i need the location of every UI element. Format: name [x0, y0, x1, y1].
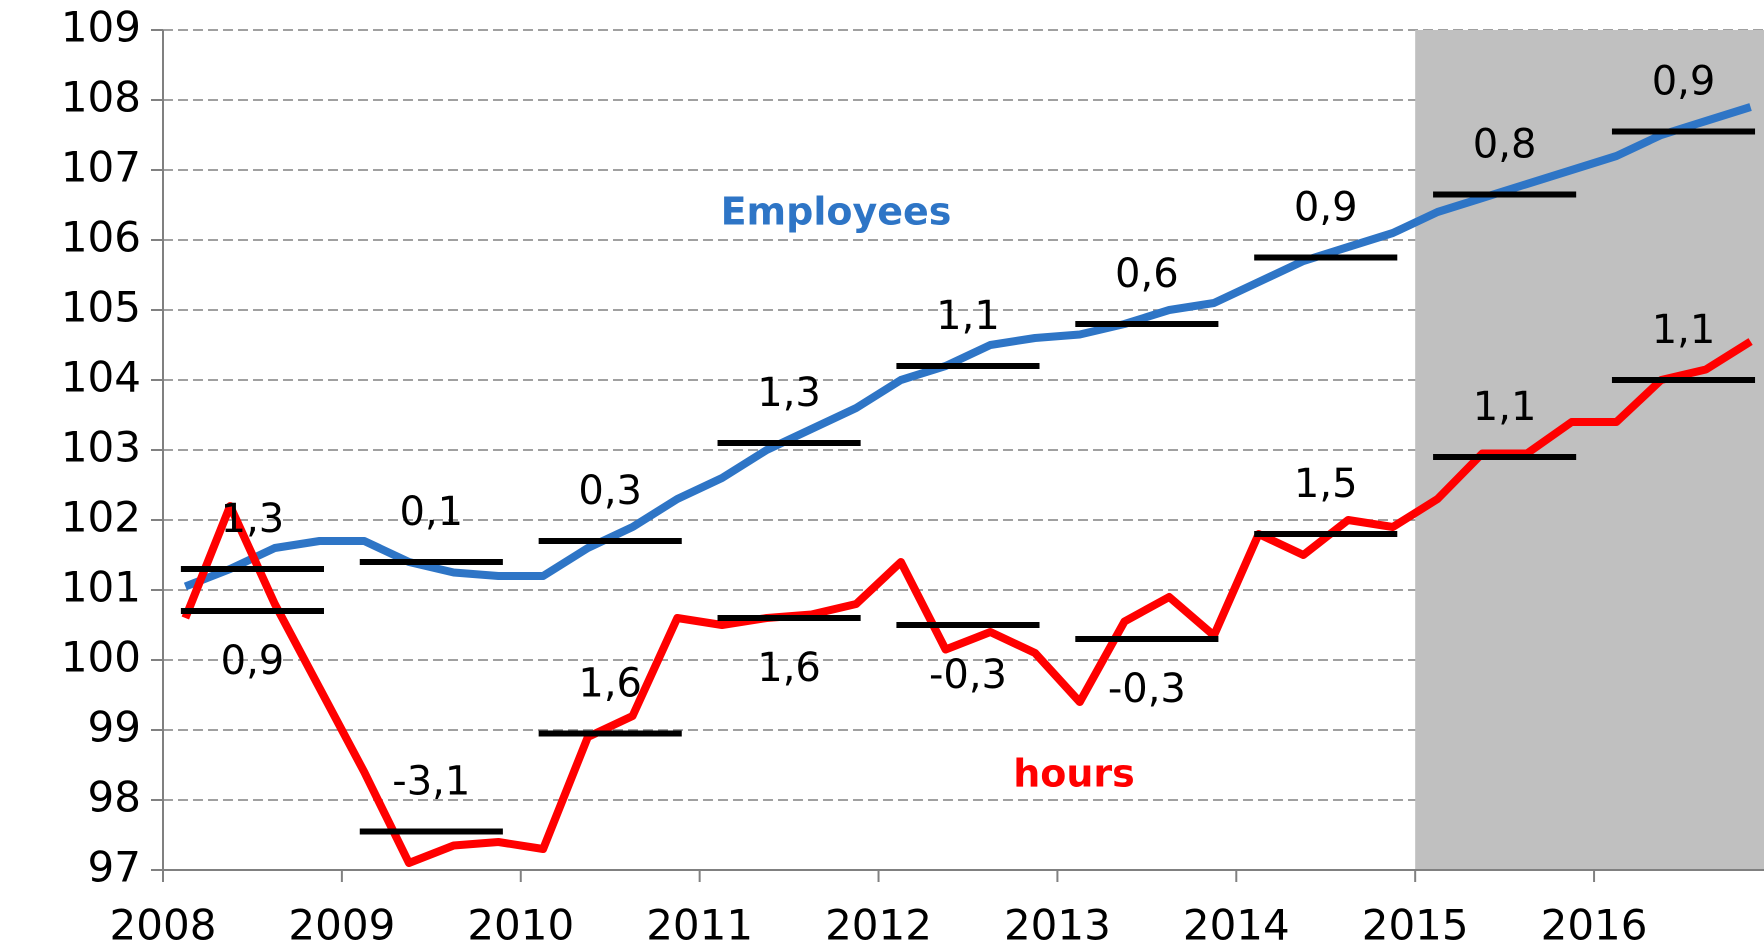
y-tick-label: 109 — [61, 3, 141, 52]
growth-label: 1,1 — [1652, 307, 1716, 353]
growth-label: -0,3 — [1108, 666, 1186, 712]
x-tick-label: 2008 — [110, 901, 217, 946]
growth-label: -0,3 — [929, 652, 1007, 698]
x-tick-label: 2015 — [1362, 901, 1469, 946]
x-tick-label: 2014 — [1183, 901, 1290, 946]
growth-label: 1,3 — [757, 370, 821, 416]
y-tick-label: 98 — [88, 773, 141, 822]
y-tick-label: 101 — [61, 563, 141, 612]
growth-label: 0,1 — [400, 489, 464, 535]
series-name: hours — [1013, 752, 1135, 796]
y-tick-label: 104 — [61, 353, 141, 402]
growth-label: 0,3 — [578, 468, 642, 514]
y-tick-label: 99 — [88, 703, 141, 752]
forecast-shading — [1415, 30, 1764, 870]
series-name: Employees — [721, 190, 952, 234]
x-tick-label: 2010 — [467, 901, 574, 946]
growth-label: 1,3 — [221, 496, 285, 542]
y-tick-label: 106 — [61, 213, 141, 262]
growth-label: 1,6 — [757, 645, 821, 691]
growth-label: 0,9 — [1294, 185, 1358, 231]
y-tick-label: 108 — [61, 73, 141, 122]
growth-label: 0,9 — [221, 638, 285, 684]
y-tick-label: 100 — [61, 633, 141, 682]
growth-label: 1,1 — [936, 293, 1000, 339]
y-tick-label: 103 — [61, 423, 141, 472]
y-tick-label: 97 — [88, 843, 141, 892]
y-tick-label: 105 — [61, 283, 141, 332]
growth-label: 1,1 — [1473, 384, 1537, 430]
growth-label: 1,5 — [1294, 461, 1358, 507]
growth-label: 1,6 — [578, 661, 642, 707]
growth-label: 0,6 — [1115, 251, 1179, 297]
x-tick-label: 2011 — [646, 901, 753, 946]
y-tick-label: 107 — [61, 143, 141, 192]
growth-label: 0,9 — [1652, 59, 1716, 105]
x-tick-label: 2012 — [825, 901, 932, 946]
growth-label: -3,1 — [392, 759, 470, 805]
growth-label: 0,8 — [1473, 122, 1537, 168]
x-tick-label: 2013 — [1004, 901, 1111, 946]
x-tick-label: 2016 — [1541, 901, 1648, 946]
x-tick-label: 2009 — [288, 901, 395, 946]
series-line — [181, 338, 1753, 867]
y-tick-label: 102 — [61, 493, 141, 542]
